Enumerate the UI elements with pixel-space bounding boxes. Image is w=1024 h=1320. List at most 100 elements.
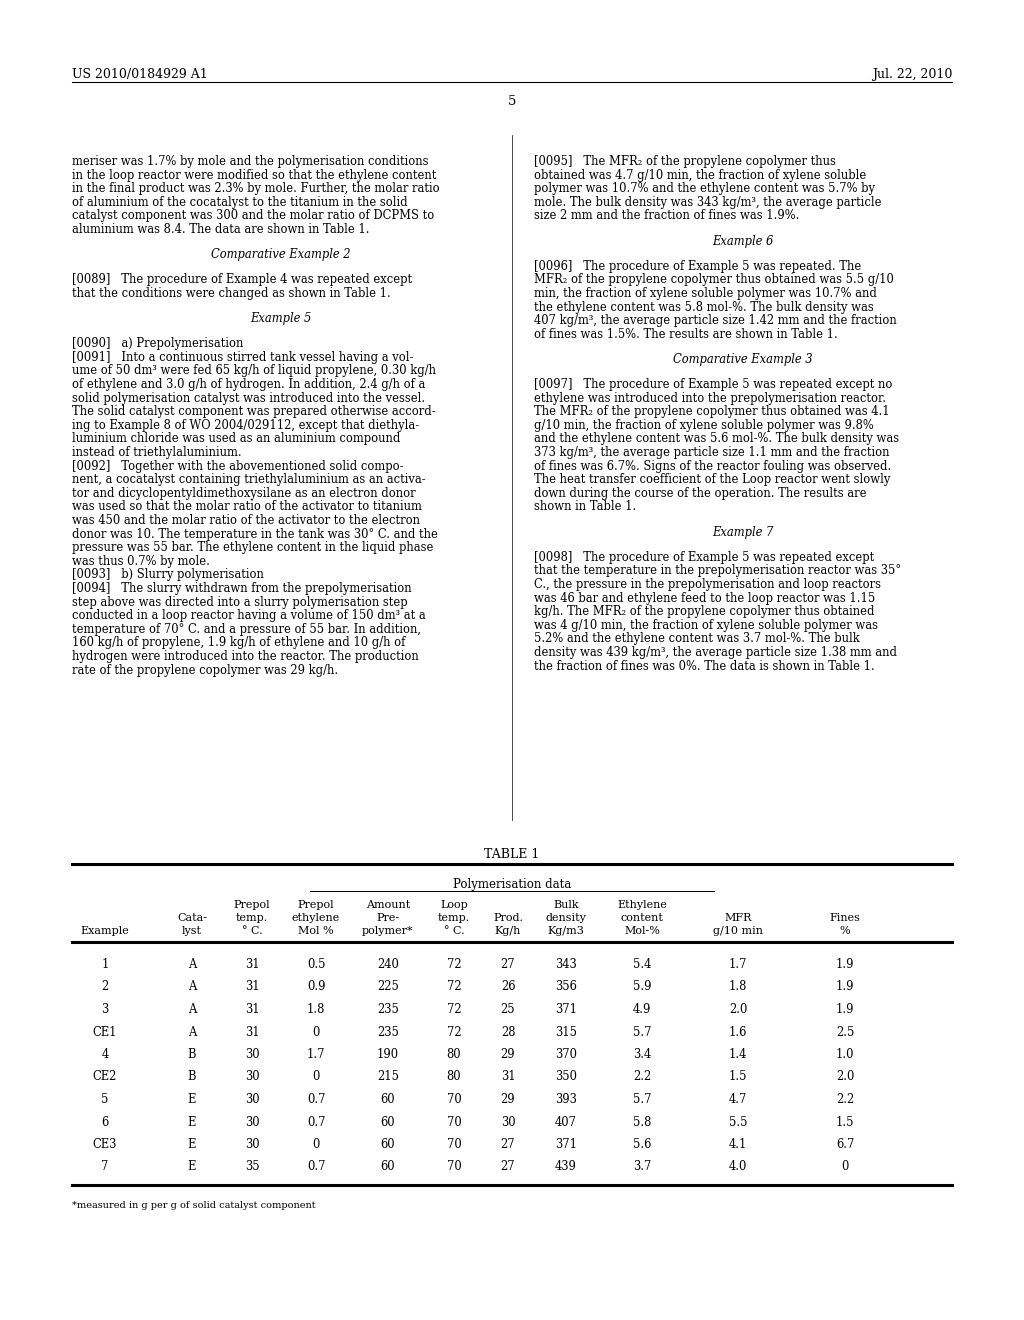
Text: The heat transfer coefficient of the Loop reactor went slowly: The heat transfer coefficient of the Loo…: [534, 474, 891, 486]
Text: of fines was 1.5%. The results are shown in Table 1.: of fines was 1.5%. The results are shown…: [534, 327, 838, 341]
Text: 356: 356: [555, 981, 577, 994]
Text: 60: 60: [381, 1160, 395, 1173]
Text: MFR₂ of the propylene copolymer thus obtained was 5.5 g/10: MFR₂ of the propylene copolymer thus obt…: [534, 273, 894, 286]
Text: 373 kg/m³, the average particle size 1.1 mm and the fraction: 373 kg/m³, the average particle size 1.1…: [534, 446, 890, 459]
Text: 2: 2: [101, 981, 109, 994]
Text: instead of triethylaluminium.: instead of triethylaluminium.: [72, 446, 242, 459]
Text: [0093]   b) Slurry polymerisation: [0093] b) Slurry polymerisation: [72, 569, 264, 581]
Text: 371: 371: [555, 1003, 577, 1016]
Text: 80: 80: [446, 1071, 462, 1084]
Text: 235: 235: [377, 1026, 399, 1039]
Text: 0.7: 0.7: [307, 1160, 326, 1173]
Text: luminium chloride was used as an aluminium compound: luminium chloride was used as an alumini…: [72, 433, 400, 445]
Text: 370: 370: [555, 1048, 577, 1061]
Text: 30: 30: [245, 1093, 259, 1106]
Text: 60: 60: [381, 1093, 395, 1106]
Text: Example: Example: [81, 927, 129, 936]
Text: 0.7: 0.7: [307, 1093, 326, 1106]
Text: [0094]   The slurry withdrawn from the prepolymerisation: [0094] The slurry withdrawn from the pre…: [72, 582, 412, 595]
Text: nent, a cocatalyst containing triethylaluminium as an activa-: nent, a cocatalyst containing triethylal…: [72, 474, 426, 486]
Text: E: E: [187, 1093, 197, 1106]
Text: 1.8: 1.8: [307, 1003, 326, 1016]
Text: 0.7: 0.7: [307, 1115, 326, 1129]
Text: [0095]   The MFR₂ of the propylene copolymer thus: [0095] The MFR₂ of the propylene copolym…: [534, 154, 836, 168]
Text: 4.1: 4.1: [729, 1138, 748, 1151]
Text: Comparative Example 2: Comparative Example 2: [211, 248, 351, 261]
Text: *measured in g per g of solid catalyst component: *measured in g per g of solid catalyst c…: [72, 1201, 315, 1210]
Text: 160 kg/h of propylene, 1.9 kg/h of ethylene and 10 g/h of: 160 kg/h of propylene, 1.9 kg/h of ethyl…: [72, 636, 406, 649]
Text: E: E: [187, 1160, 197, 1173]
Text: 3.4: 3.4: [633, 1048, 651, 1061]
Text: 70: 70: [446, 1160, 462, 1173]
Text: B: B: [187, 1071, 197, 1084]
Text: 70: 70: [446, 1115, 462, 1129]
Text: 80: 80: [446, 1048, 462, 1061]
Text: 4.9: 4.9: [633, 1003, 651, 1016]
Text: tor and dicyclopentyldimethoxysilane as an electron donor: tor and dicyclopentyldimethoxysilane as …: [72, 487, 416, 500]
Text: of ethylene and 3.0 g/h of hydrogen. In addition, 2.4 g/h of a: of ethylene and 3.0 g/h of hydrogen. In …: [72, 378, 425, 391]
Text: aluminium was 8.4. The data are shown in Table 1.: aluminium was 8.4. The data are shown in…: [72, 223, 370, 236]
Text: 35: 35: [245, 1160, 259, 1173]
Text: content: content: [621, 913, 664, 923]
Text: TABLE 1: TABLE 1: [484, 847, 540, 861]
Text: 27: 27: [501, 1138, 515, 1151]
Text: Pre-: Pre-: [377, 913, 399, 923]
Text: 235: 235: [377, 1003, 399, 1016]
Text: [0092]   Together with the abovementioned solid compo-: [0092] Together with the abovementioned …: [72, 459, 403, 473]
Text: 0.5: 0.5: [307, 958, 326, 972]
Text: 5: 5: [508, 95, 516, 108]
Text: ° C.: ° C.: [242, 927, 262, 936]
Text: 1.0: 1.0: [836, 1048, 854, 1061]
Text: Mol %: Mol %: [298, 927, 334, 936]
Text: 1.4: 1.4: [729, 1048, 748, 1061]
Text: 72: 72: [446, 1026, 462, 1039]
Text: 5.9: 5.9: [633, 981, 651, 994]
Text: 3: 3: [101, 1003, 109, 1016]
Text: was thus 0.7% by mole.: was thus 0.7% by mole.: [72, 554, 210, 568]
Text: down during the course of the operation. The results are: down during the course of the operation.…: [534, 487, 866, 500]
Text: was 46 bar and ethylene feed to the loop reactor was 1.15: was 46 bar and ethylene feed to the loop…: [534, 591, 876, 605]
Text: size 2 mm and the fraction of fines was 1.9%.: size 2 mm and the fraction of fines was …: [534, 210, 800, 222]
Text: g/10 min, the fraction of xylene soluble polymer was 9.8%: g/10 min, the fraction of xylene soluble…: [534, 418, 873, 432]
Text: 1.9: 1.9: [836, 981, 854, 994]
Text: Jul. 22, 2010: Jul. 22, 2010: [871, 69, 952, 81]
Text: 343: 343: [555, 958, 577, 972]
Text: 2.0: 2.0: [836, 1071, 854, 1084]
Text: polymer was 10.7% and the ethylene content was 5.7% by: polymer was 10.7% and the ethylene conte…: [534, 182, 874, 195]
Text: [0091]   Into a continuous stirred tank vessel having a vol-: [0091] Into a continuous stirred tank ve…: [72, 351, 414, 364]
Text: hydrogen were introduced into the reactor. The production: hydrogen were introduced into the reacto…: [72, 649, 419, 663]
Text: temperature of 70° C. and a pressure of 55 bar. In addition,: temperature of 70° C. and a pressure of …: [72, 623, 421, 636]
Text: 72: 72: [446, 958, 462, 972]
Text: was used so that the molar ratio of the activator to titanium: was used so that the molar ratio of the …: [72, 500, 422, 513]
Text: 31: 31: [245, 958, 259, 972]
Text: B: B: [187, 1048, 197, 1061]
Text: 1.5: 1.5: [729, 1071, 748, 1084]
Text: Kg/h: Kg/h: [495, 927, 521, 936]
Text: that the conditions were changed as shown in Table 1.: that the conditions were changed as show…: [72, 286, 391, 300]
Text: 5.7: 5.7: [633, 1093, 651, 1106]
Text: 439: 439: [555, 1160, 577, 1173]
Text: meriser was 1.7% by mole and the polymerisation conditions: meriser was 1.7% by mole and the polymer…: [72, 154, 428, 168]
Text: 1.7: 1.7: [729, 958, 748, 972]
Text: 27: 27: [501, 1160, 515, 1173]
Text: was 450 and the molar ratio of the activator to the electron: was 450 and the molar ratio of the activ…: [72, 513, 420, 527]
Text: Polymerisation data: Polymerisation data: [453, 878, 571, 891]
Text: 6.7: 6.7: [836, 1138, 854, 1151]
Text: 5.7: 5.7: [633, 1026, 651, 1039]
Text: Bulk: Bulk: [553, 900, 579, 909]
Text: of fines was 6.7%. Signs of the reactor fouling was observed.: of fines was 6.7%. Signs of the reactor …: [534, 459, 891, 473]
Text: 26: 26: [501, 981, 515, 994]
Text: of aluminium of the cocatalyst to the titanium in the solid: of aluminium of the cocatalyst to the ti…: [72, 195, 408, 209]
Text: 2.2: 2.2: [633, 1071, 651, 1084]
Text: CE2: CE2: [93, 1071, 117, 1084]
Text: Kg/m3: Kg/m3: [548, 927, 585, 936]
Text: [0097]   The procedure of Example 5 was repeated except no: [0097] The procedure of Example 5 was re…: [534, 378, 892, 391]
Text: 1.8: 1.8: [729, 981, 748, 994]
Text: 2.0: 2.0: [729, 1003, 748, 1016]
Text: 1.6: 1.6: [729, 1026, 748, 1039]
Text: Ethylene: Ethylene: [617, 900, 667, 909]
Text: A: A: [187, 1003, 197, 1016]
Text: 5.8: 5.8: [633, 1115, 651, 1129]
Text: and the ethylene content was 5.6 mol-%. The bulk density was: and the ethylene content was 5.6 mol-%. …: [534, 433, 899, 445]
Text: 5.2% and the ethylene content was 3.7 mol-%. The bulk: 5.2% and the ethylene content was 3.7 mo…: [534, 632, 860, 645]
